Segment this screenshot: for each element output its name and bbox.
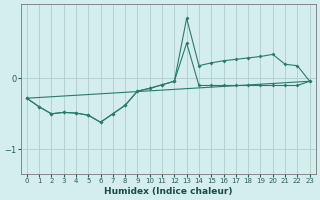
X-axis label: Humidex (Indice chaleur): Humidex (Indice chaleur) [104,187,232,196]
